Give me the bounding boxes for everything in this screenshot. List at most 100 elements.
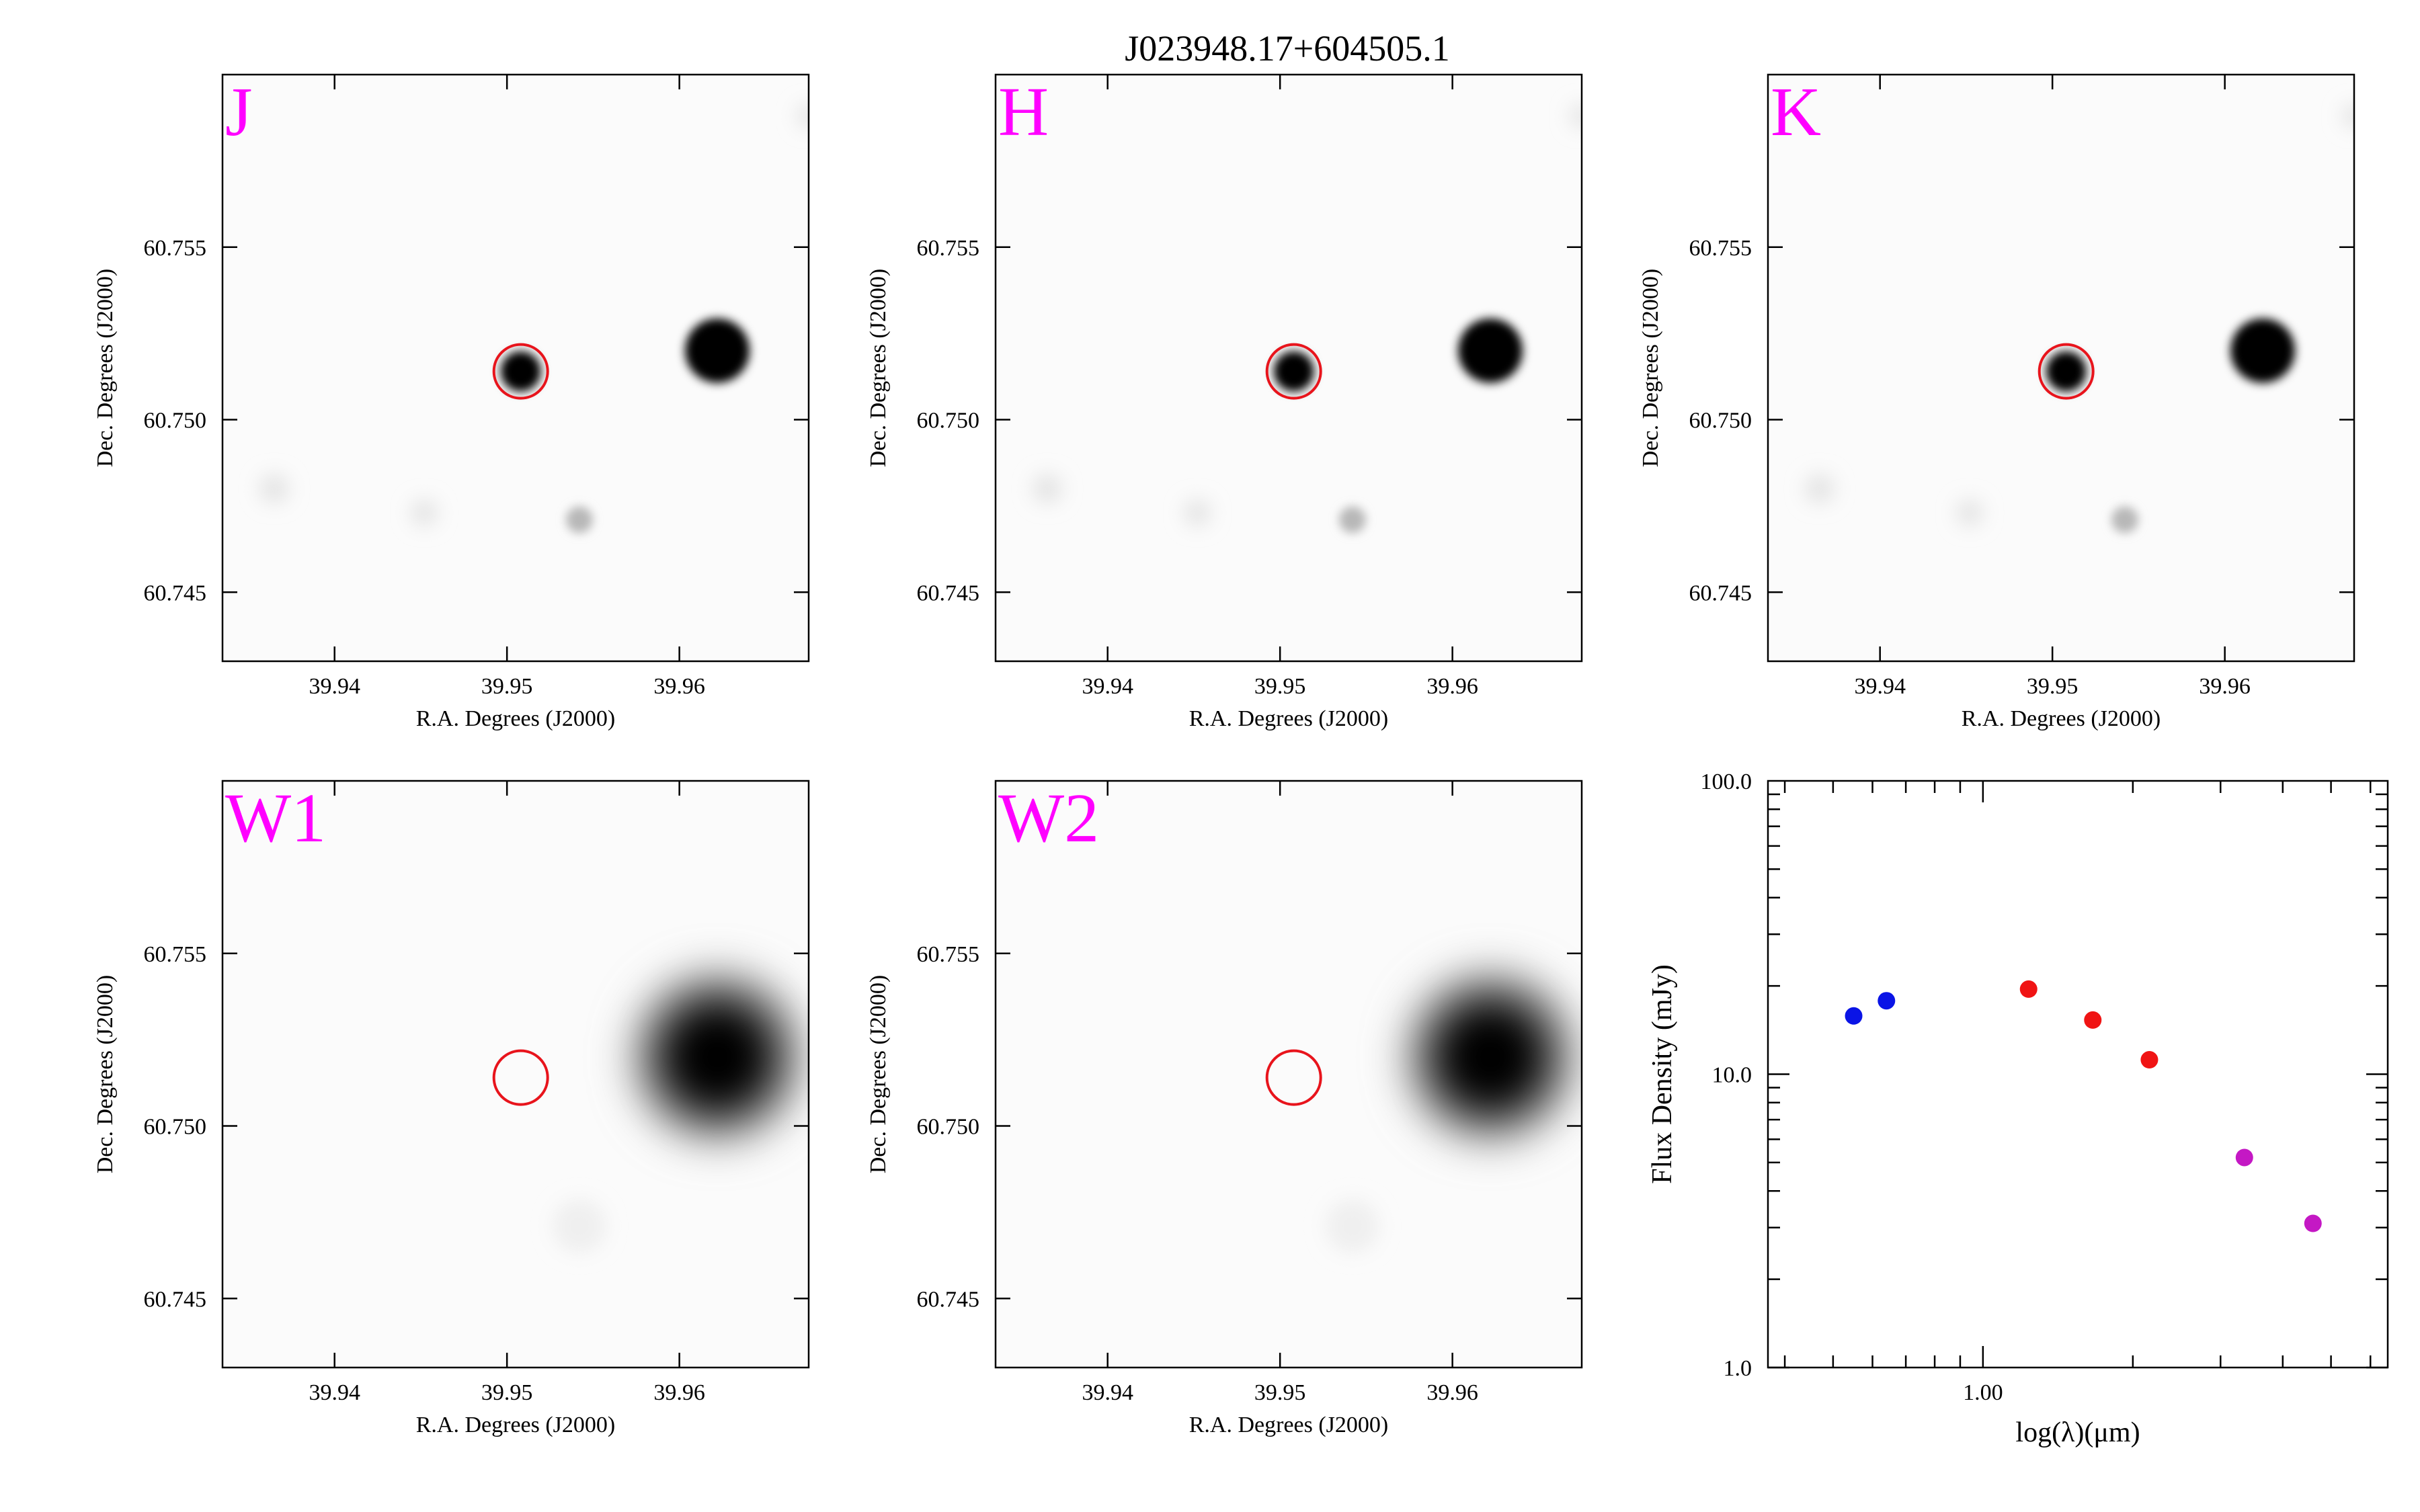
image-content	[259, 103, 809, 534]
panel-frame	[994, 73, 1583, 663]
y-tick-label: 60.755	[144, 942, 207, 967]
x-tick-label: 39.94	[1082, 1380, 1133, 1405]
y-tick-label: 60.755	[917, 942, 980, 967]
panel-frame	[221, 73, 810, 663]
x-tick-label: 39.94	[1082, 674, 1133, 699]
band-label: K	[1771, 73, 1821, 151]
y-tick-label: 60.750	[917, 409, 980, 433]
y-tick-label: 1.0	[1724, 1356, 1752, 1381]
data-point	[2304, 1214, 2322, 1232]
x-tick-label: 39.96	[1426, 674, 1478, 699]
x-tick-label: 39.95	[481, 674, 533, 699]
image-panels: 39.94 39.95 39.96 60.755 60.750 60.745 R.A. De…	[93, 73, 2355, 1437]
image-panel-h: 39.94 39.95 39.96 60.755 60.750 60.745 R.A. De…	[866, 73, 1583, 731]
aperture-circle	[492, 1049, 549, 1106]
y-axis-label: Dec. Degrees (J2000)	[93, 269, 118, 468]
data-point	[2140, 1051, 2159, 1069]
y-axis-label: Dec. Degrees (J2000)	[1638, 269, 1663, 468]
x-tick-label: 39.96	[653, 1380, 705, 1405]
image-panel-w1: 39.94 39.95 39.96 60.755 60.750 60.745 R.A. De…	[93, 780, 810, 1437]
x-axis-label: R.A. Degrees (J2000)	[1189, 1413, 1389, 1437]
x-axis-label: R.A. Degrees (J2000)	[1962, 706, 2161, 731]
data-point	[2235, 1148, 2253, 1167]
noise-blob	[2342, 103, 2354, 128]
sed-frame	[1767, 780, 2389, 1369]
x-tick-label: 39.96	[2199, 674, 2251, 699]
bright-source	[1458, 318, 1523, 383]
noise-blob	[1804, 474, 1834, 504]
data-point	[2019, 980, 2038, 998]
bright-source	[2230, 318, 2296, 383]
sed-chart: 100.0 10.0 1.0 1.00 log(λ)(μm) Flux Density (…	[1647, 769, 2389, 1448]
band-label: H	[998, 73, 1049, 151]
x-tick-label: 39.95	[481, 1380, 533, 1405]
noise-blob	[1032, 474, 1062, 504]
bright-source	[659, 999, 776, 1115]
x-tick-label: 39.94	[1854, 674, 1906, 699]
band-label: J	[225, 73, 252, 151]
y-tick-label: 10.0	[1712, 1063, 1752, 1088]
faint-source	[565, 506, 593, 534]
y-axis-label: Dec. Degrees (J2000)	[93, 975, 118, 1174]
panel-frame	[221, 780, 810, 1369]
aperture-circle	[1265, 343, 1322, 400]
y-tick-label: 60.745	[1689, 581, 1752, 605]
image-content	[1804, 103, 2354, 534]
y-tick-label: 60.745	[144, 1287, 207, 1312]
faint-source	[1338, 506, 1366, 534]
data-point	[1845, 1007, 1863, 1025]
x-tick-label: 39.95	[1254, 1380, 1306, 1405]
x-tick-label: 39.94	[309, 1380, 360, 1405]
y-tick-label: 60.755	[144, 236, 207, 261]
image-content	[1325, 969, 1578, 1253]
noise-blob	[411, 499, 438, 527]
aperture-circle	[2038, 343, 2095, 400]
y-tick-label: 60.750	[917, 1115, 980, 1140]
x-tick-label: 39.96	[653, 674, 705, 699]
y-axis-label: Dec. Degrees (J2000)	[866, 975, 891, 1174]
y-tick-label: 60.750	[1689, 409, 1752, 433]
x-tick-label: 39.96	[1426, 1380, 1478, 1405]
y-axis-label: Dec. Degrees (J2000)	[866, 269, 891, 468]
faint-source	[552, 1199, 606, 1253]
bright-source	[1433, 999, 1549, 1115]
data-point	[1878, 992, 1896, 1010]
faint-source	[2111, 506, 2138, 534]
image-panel-j: 39.94 39.95 39.96 60.755 60.750 60.745 R.A. De…	[93, 73, 810, 731]
y-tick-label: 60.745	[144, 581, 207, 605]
aperture-circle	[492, 343, 549, 400]
target-source	[2046, 351, 2087, 392]
y-tick-label: 60.750	[144, 1115, 207, 1140]
x-tick-label: 39.94	[309, 674, 360, 699]
target-source	[500, 351, 541, 392]
y-axis-label: Flux Density (mJy)	[1647, 964, 1678, 1184]
y-tick-label: 60.755	[1689, 236, 1752, 261]
y-tick-label: 60.750	[144, 409, 207, 433]
x-tick-label: 39.95	[1254, 674, 1306, 699]
band-label: W1	[225, 780, 326, 857]
image-panel-w2: 39.94 39.95 39.96 60.755 60.750 60.745 R.A. De…	[866, 780, 1583, 1437]
y-tick-label: 60.755	[917, 236, 980, 261]
image-content	[552, 969, 805, 1253]
faint-source	[1325, 1199, 1379, 1253]
x-axis-label: R.A. Degrees (J2000)	[1189, 706, 1389, 731]
panel-frame	[994, 780, 1583, 1369]
y-tick-label: 60.745	[917, 581, 980, 605]
x-tick-label: 1.00	[1963, 1380, 2003, 1405]
y-tick-label: 60.745	[917, 1287, 980, 1312]
noise-blob	[1184, 499, 1211, 527]
band-label: W2	[998, 780, 1099, 857]
x-axis-label: R.A. Degrees (J2000)	[416, 1413, 616, 1437]
y-tick-label: 100.0	[1701, 769, 1752, 794]
aperture-circle	[1265, 1049, 1322, 1106]
x-axis-label: R.A. Degrees (J2000)	[416, 706, 616, 731]
noise-blob	[797, 103, 809, 128]
x-axis-label: log(λ)(μm)	[2015, 1417, 2140, 1448]
figure-title: J023948.17+604505.1	[1125, 28, 1449, 69]
target-source	[1273, 351, 1314, 392]
bright-source	[685, 318, 750, 383]
noise-blob	[1570, 103, 1582, 128]
noise-blob	[1956, 499, 1984, 527]
noise-blob	[259, 474, 289, 504]
